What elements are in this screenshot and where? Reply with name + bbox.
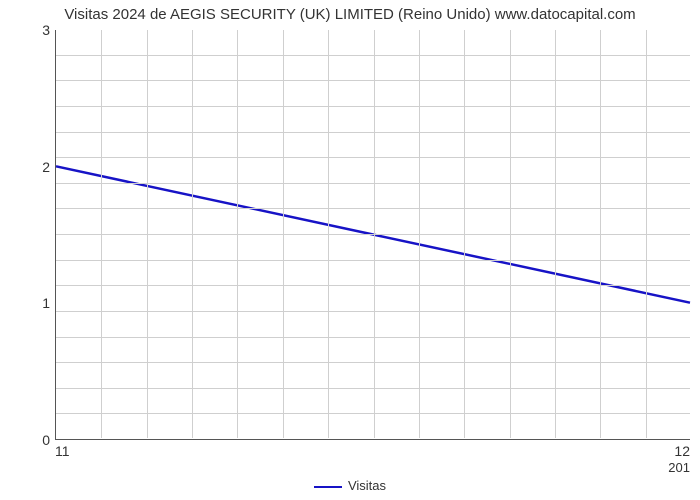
- grid-horizontal: [56, 55, 690, 56]
- grid-horizontal: [56, 80, 690, 81]
- legend-swatch: [314, 486, 342, 488]
- grid-horizontal: [56, 132, 690, 133]
- grid-horizontal: [56, 183, 690, 184]
- grid-horizontal: [56, 234, 690, 235]
- grid-horizontal: [56, 388, 690, 389]
- grid-horizontal: [56, 285, 690, 286]
- y-tick-label: 2: [20, 159, 50, 175]
- y-tick-label: 3: [20, 22, 50, 38]
- x-subtick-label: 201: [668, 460, 690, 475]
- legend-label: Visitas: [348, 478, 386, 493]
- y-tick-label: 0: [20, 432, 50, 448]
- grid-horizontal: [56, 311, 690, 312]
- grid-horizontal: [56, 337, 690, 338]
- plot-area: [55, 30, 690, 440]
- chart-title: Visitas 2024 de AEGIS SECURITY (UK) LIMI…: [0, 6, 700, 23]
- x-tick-label: 11: [55, 443, 70, 459]
- line-chart: Visitas 2024 de AEGIS SECURITY (UK) LIMI…: [0, 0, 700, 500]
- grid-horizontal: [56, 208, 690, 209]
- grid-horizontal: [56, 260, 690, 261]
- grid-horizontal: [56, 157, 690, 158]
- legend: Visitas: [0, 478, 700, 493]
- x-tick-label: 12: [674, 443, 690, 459]
- grid-horizontal: [56, 106, 690, 107]
- grid-horizontal: [56, 362, 690, 363]
- y-tick-label: 1: [20, 295, 50, 311]
- grid-horizontal: [56, 413, 690, 414]
